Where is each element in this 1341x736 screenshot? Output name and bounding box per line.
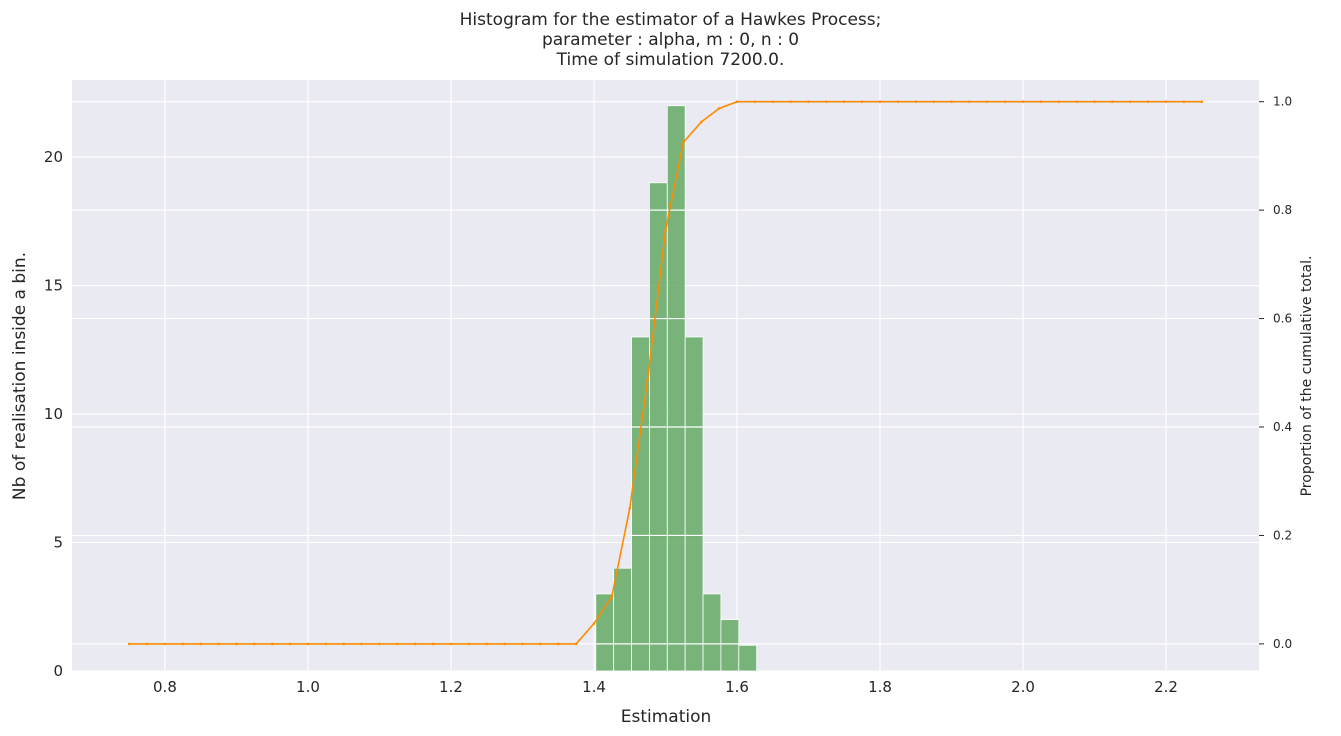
cumulative-point [127,642,131,646]
histogram-bar [666,105,686,672]
cumulative-point [556,642,560,646]
cumulative-point [145,642,149,646]
cumulative-point [413,642,417,646]
y-tick-label: 20 [44,148,63,166]
cumulative-point [306,642,310,646]
cumulative-point [199,642,203,646]
cumulative-point [1093,100,1096,103]
cumulative-point [735,100,739,103]
chart-title: Histogram for the estimator of a Hawkes … [0,10,1341,70]
cumulative-point [467,642,471,646]
histogram-bar [595,593,615,672]
histogram-bar [613,567,632,672]
x-tick-label: 0.8 [153,678,177,696]
cumulative-point [1164,100,1168,103]
cumulative-point [539,642,542,646]
cumulative-point [610,595,614,598]
cumulative-line [127,100,1204,646]
cumulative-point [592,622,596,625]
cumulative-point [574,642,578,646]
y-right-tick-label: 1.0 [1273,95,1292,109]
cumulative-point [253,642,256,646]
chart-title-line-1: Histogram for the estimator of a Hawkes … [459,10,882,30]
cumulative-point [163,642,167,646]
cumulative-point [181,642,185,646]
cumulative-point [1128,100,1132,103]
y-right-tick-label: 0.8 [1273,203,1292,217]
cumulative-point [789,100,792,103]
cumulative-point [1039,100,1043,103]
y-right-tick-label: 0.4 [1273,420,1292,434]
histogram-bars [72,101,1259,672]
y-right-tick-label: 0.2 [1273,528,1292,542]
x-axis-label: Estimation [621,707,712,727]
cumulative-point [878,100,882,103]
cumulative-point [503,642,506,646]
cumulative-point [235,642,238,646]
cumulative-point [396,642,399,646]
cumulative-point [896,100,900,103]
cumulative-point [932,100,935,103]
x-tick-label: 1.8 [868,678,892,696]
y-axis-label: Nb of realisation inside a bin. [10,252,30,500]
cumulative-point [485,642,489,646]
cumulative-point [807,100,810,103]
x-tick-label: 2.0 [1011,678,1035,696]
x-tick-label: 1.0 [296,678,320,696]
y-right-tick-label: 0.6 [1273,312,1292,326]
cumulative-point [646,378,649,381]
x-tick-label: 1.4 [582,678,606,696]
cumulative-point [378,642,381,646]
y-tick-label: 15 [44,277,63,295]
cumulative-point [1075,100,1078,103]
histogram-bar [684,336,704,672]
histogram-bar [702,593,722,672]
cumulative-point [521,642,524,646]
x-tick-label: 1.6 [725,678,749,696]
histogram-bar [738,644,758,672]
cumulative-point [270,642,274,646]
cumulative-point [717,107,721,110]
axis-ticks: 0.8 1.0 1.2 1.4 1.6 1.8 2.0 2.2 0 5 10 15 20 0.0 0.2 0.… [44,95,1292,696]
cumulative-point [950,100,953,103]
cumulative-point [753,100,757,103]
y-tick-label: 5 [53,534,63,552]
cumulative-point [324,642,328,646]
cumulative-point [771,100,775,103]
histogram-bar [720,619,740,672]
y-axis-right-label: Proportion of the cumulative total. [1299,256,1315,497]
cumulative-point [914,100,918,103]
y-tick-label: 10 [44,405,63,423]
cumulative-point [1146,100,1150,103]
cumulative-point [985,100,989,103]
cumulative-point [699,120,703,124]
x-tick-label: 2.2 [1154,678,1178,696]
cumulative-point [1200,100,1204,103]
cumulative-point [628,507,632,510]
cumulative-point [360,642,363,646]
cumulative-point [288,642,292,646]
y-right-tick-label: 0.0 [1273,637,1292,651]
cumulative-point [1111,100,1114,103]
cumulative-point [449,642,453,646]
cumulative-point [842,100,846,103]
cumulative-point [1182,100,1186,103]
y-tick-label: 0 [53,662,63,680]
cumulative-point [1021,100,1025,103]
cumulative-point [1003,100,1007,103]
cumulative-point [342,642,346,646]
cumulative-point [825,100,828,103]
x-tick-label: 1.2 [439,678,463,696]
chart-title-line-2: parameter : alpha, m : 0, n : 0 [541,30,800,50]
chart-title-line-3: Time of simulation 7200.0. [556,50,785,70]
cumulative-point [1057,100,1061,103]
cumulative-point [860,100,864,103]
cumulative-point [217,642,220,646]
cumulative-point [968,100,971,103]
cumulative-point [664,229,667,232]
cumulative-point [682,141,685,144]
cumulative-point [431,642,435,646]
